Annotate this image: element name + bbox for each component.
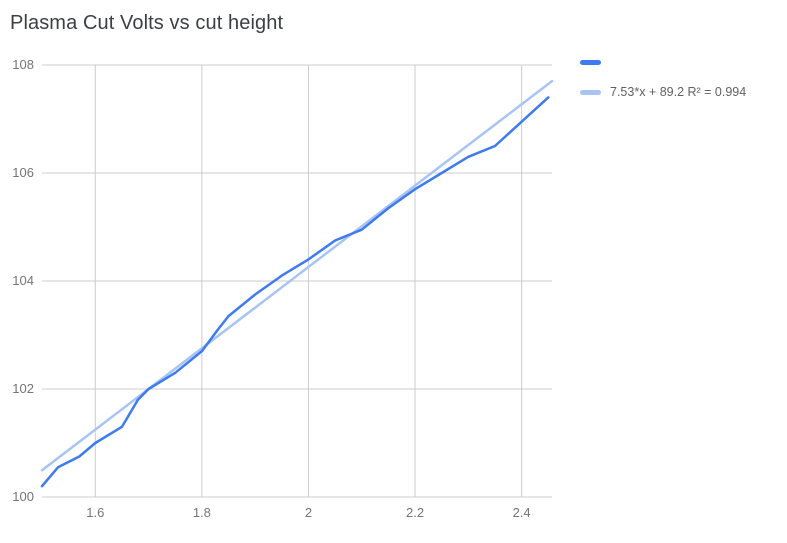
legend-swatch-series (580, 59, 601, 65)
y-tick-label: 100 (12, 489, 34, 504)
y-tick-label: 102 (12, 381, 34, 396)
legend-entry (580, 56, 746, 68)
legend-label: 7.53*x + 89.2 R² = 0.994 (610, 85, 747, 99)
y-tick-label: 104 (12, 273, 34, 288)
legend-swatch-trendline (580, 89, 601, 95)
x-tick-label: 2.2 (406, 505, 424, 520)
series-line (40, 96, 550, 488)
x-tick-label: 1.8 (193, 505, 211, 520)
chart-legend: 7.53*x + 89.2 R² = 0.994 (580, 56, 746, 116)
trendline (40, 79, 554, 472)
x-tick-label: 2.4 (513, 505, 531, 520)
y-tick-label: 108 (12, 57, 34, 72)
legend-entry: 7.53*x + 89.2 R² = 0.994 (580, 85, 746, 99)
x-tick-label: 2 (305, 505, 312, 520)
x-tick-label: 1.6 (86, 505, 104, 520)
chart-title: Plasma Cut Volts vs cut height (10, 12, 284, 34)
y-tick-label: 106 (12, 165, 34, 180)
